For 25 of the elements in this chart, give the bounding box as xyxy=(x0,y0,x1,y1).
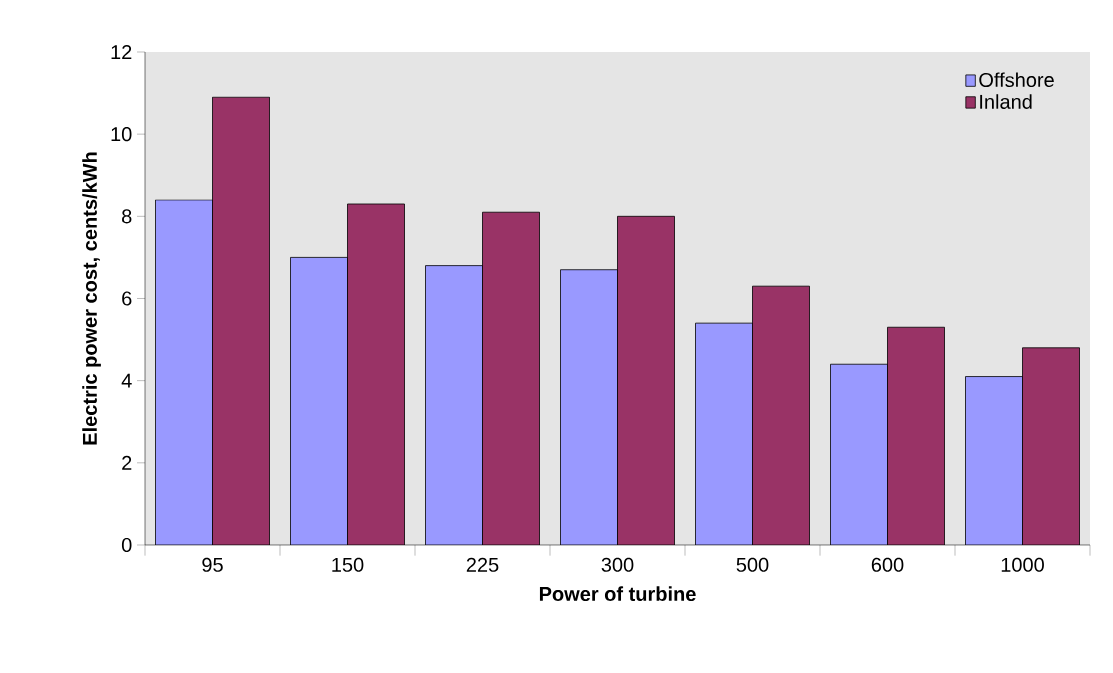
bar xyxy=(155,199,213,545)
x-tick-label: 95 xyxy=(202,557,223,572)
x-tick-label: 500 xyxy=(736,557,769,572)
legend-label: Offshore xyxy=(979,72,1054,88)
bar xyxy=(830,363,888,545)
bar xyxy=(965,376,1023,545)
x-tick-label: 225 xyxy=(466,557,499,572)
y-tick-label: 2 xyxy=(122,455,132,470)
bar xyxy=(560,269,618,545)
bar xyxy=(695,322,753,545)
x-tick-label: 300 xyxy=(601,557,634,572)
bar xyxy=(425,265,483,545)
y-tick-label: 6 xyxy=(122,291,132,306)
x-axis-title: Power of turbine xyxy=(539,586,696,602)
y-tick-label: 10 xyxy=(111,127,132,142)
y-tick-label: 4 xyxy=(121,373,132,388)
y-axis-title: Electric power cost, cents/kWh xyxy=(82,152,101,445)
y-tick-label: 8 xyxy=(122,209,132,224)
x-tick-label: 150 xyxy=(332,557,364,572)
y-tick-label: 0 xyxy=(121,537,132,553)
x-tick-label: 600 xyxy=(871,557,904,572)
y-tick-label: 12 xyxy=(111,45,132,59)
legend-label: Inland xyxy=(980,94,1032,109)
bar xyxy=(290,257,348,545)
x-tick-label: 1000 xyxy=(1001,557,1044,572)
